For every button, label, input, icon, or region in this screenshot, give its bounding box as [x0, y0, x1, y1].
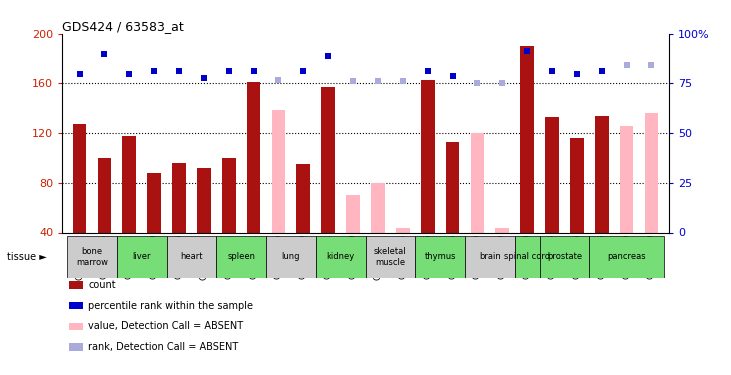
- Text: percentile rank within the sample: percentile rank within the sample: [88, 301, 254, 310]
- Text: prostate: prostate: [547, 252, 582, 261]
- Bar: [247, 82, 260, 232]
- Bar: [346, 195, 360, 232]
- Bar: [117, 236, 167, 278]
- Bar: [72, 124, 86, 232]
- Bar: [266, 236, 316, 278]
- Text: brain: brain: [479, 252, 501, 261]
- Bar: [122, 136, 136, 232]
- Bar: [396, 228, 409, 232]
- Bar: [520, 46, 534, 232]
- Text: thymus: thymus: [425, 252, 456, 261]
- Text: lung: lung: [281, 252, 300, 261]
- Text: liver: liver: [132, 252, 151, 261]
- Text: spinal cord: spinal cord: [504, 252, 550, 261]
- Bar: [222, 158, 235, 232]
- Bar: [570, 138, 583, 232]
- Bar: [272, 110, 285, 232]
- Bar: [589, 236, 664, 278]
- Text: tissue ►: tissue ►: [7, 252, 47, 262]
- Bar: [645, 113, 659, 232]
- Bar: [545, 117, 558, 232]
- Bar: [539, 236, 589, 278]
- Text: value, Detection Call = ABSENT: value, Detection Call = ABSENT: [88, 321, 243, 331]
- Bar: [297, 164, 310, 232]
- Bar: [471, 133, 484, 232]
- Text: pancreas: pancreas: [607, 252, 646, 261]
- Text: GDS424 / 63583_at: GDS424 / 63583_at: [62, 20, 184, 33]
- Bar: [97, 158, 111, 232]
- Bar: [197, 168, 211, 232]
- Bar: [415, 236, 465, 278]
- Bar: [465, 236, 515, 278]
- Bar: [322, 87, 335, 232]
- Text: skeletal
muscle: skeletal muscle: [374, 247, 406, 267]
- Bar: [316, 236, 366, 278]
- Bar: [148, 173, 161, 232]
- Text: count: count: [88, 280, 116, 290]
- Bar: [496, 228, 509, 232]
- Bar: [173, 163, 186, 232]
- Bar: [366, 236, 415, 278]
- Text: spleen: spleen: [227, 252, 255, 261]
- Bar: [371, 183, 385, 232]
- Bar: [216, 236, 266, 278]
- Text: heart: heart: [180, 252, 202, 261]
- Bar: [167, 236, 216, 278]
- Bar: [67, 236, 117, 278]
- Bar: [515, 236, 539, 278]
- Bar: [620, 126, 634, 232]
- Bar: [595, 116, 609, 232]
- Text: bone
marrow: bone marrow: [76, 247, 108, 267]
- Bar: [446, 142, 459, 232]
- Bar: [421, 80, 434, 232]
- Text: kidney: kidney: [327, 252, 355, 261]
- Text: rank, Detection Call = ABSENT: rank, Detection Call = ABSENT: [88, 342, 239, 352]
